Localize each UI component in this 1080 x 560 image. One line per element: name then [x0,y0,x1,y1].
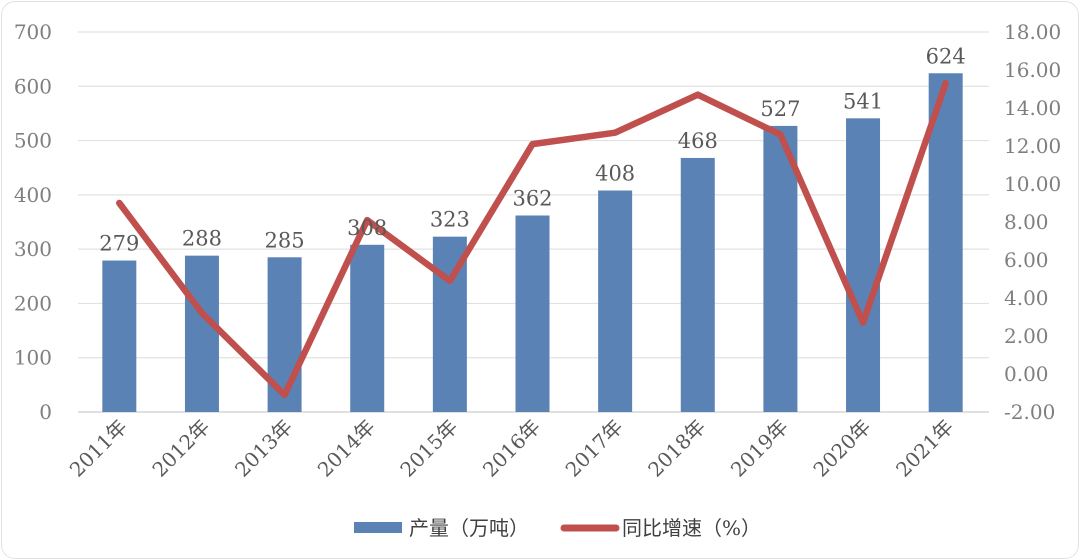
legend: 产量（万吨） 同比增速（%） [354,516,761,540]
right-axis-tick-14.00: 14.00 [1004,96,1061,120]
bar-2012年 [184,255,219,412]
right-axis-tick-8.00: 8.00 [1004,210,1049,234]
right-axis-tick--2.00: -2.00 [1004,400,1055,424]
x-label-2021年: 2021年 [891,415,958,482]
x-label-2018年: 2018年 [643,415,710,482]
bar-2019年 [763,125,798,413]
x-label-2015年: 2015年 [395,415,462,482]
x-label-2017年: 2017年 [561,415,628,482]
x-label-2012年: 2012年 [147,415,214,482]
x-label-2013年: 2013年 [230,415,297,482]
bar-value-label-2016年: 362 [512,186,552,210]
bar-2018年 [680,157,715,412]
x-label-2016年: 2016年 [478,415,545,482]
right-axis-tick-labels: -2.00 0.00 2.00 4.00 6.00 8.00 10.00 12.00 14.00… [1004,20,1061,424]
x-label-2011年: 2011年 [65,415,132,482]
bar-2017年 [598,190,633,412]
left-axis-tick-200: 200 [14,291,52,315]
x-label-2020年: 2020年 [808,415,875,482]
left-axis-tick-labels: 0 100 200 300 400 500 600 700 [14,20,52,424]
right-axis-tick-16.00: 16.00 [1004,58,1061,82]
bar-value-label-2011年: 279 [99,232,139,256]
x-axis-category-labels: 2011年 2012年 2013年 2014年 2015年 2016年 2017年 2018年… [65,415,958,482]
bar-value-label-2017年: 408 [595,162,635,186]
right-axis-tick-10.00: 10.00 [1004,172,1061,196]
bar-2016年 [515,215,550,412]
left-axis-tick-300: 300 [14,237,52,261]
left-axis-tick-700: 700 [14,20,52,44]
bar-value-label-2014年: 308 [347,216,387,240]
right-axis-tick-18.00: 18.00 [1004,20,1061,44]
legend-item-0: 产量（万吨） [354,516,529,540]
right-axis-tick-6.00: 6.00 [1004,248,1049,272]
left-axis-tick-100: 100 [14,346,52,370]
bar-2020年 [846,118,881,413]
left-axis-tick-500: 500 [14,129,52,153]
right-axis-tick-12.00: 12.00 [1004,134,1061,158]
right-axis-tick-2.00: 2.00 [1004,324,1049,348]
left-axis-tick-0: 0 [39,400,52,424]
bar-value-labels: 279 288 285 308 323 362 408 468 527 541 624 [99,44,965,255]
left-axis-tick-400: 400 [14,183,52,207]
growth-line [116,80,949,399]
legend-swatch-bar [354,522,402,533]
bar-2011年 [102,260,137,412]
legend-label-0: 产量（万吨） [409,516,529,540]
line-series-growth [116,80,949,399]
legend-label-1: 同比增速（%） [622,516,761,540]
bar-value-label-2020年: 541 [843,89,883,113]
bar-value-label-2021年: 624 [926,44,966,68]
legend-item-1: 同比增速（%） [560,516,761,540]
right-axis-tick-0.00: 0.00 [1004,362,1049,386]
bar-2014年 [350,244,385,412]
bar-value-label-2012年: 288 [182,227,222,251]
bar-value-label-2019年: 527 [760,97,800,121]
bar-series-production [102,73,963,413]
gridlines [78,31,989,413]
x-label-2014年: 2014年 [313,415,380,482]
left-axis-tick-600: 600 [14,74,52,98]
right-axis-tick-4.00: 4.00 [1004,286,1049,310]
x-label-2019年: 2019年 [726,415,793,482]
bar-value-label-2013年: 285 [265,228,305,252]
bar-value-label-2015年: 323 [430,208,470,232]
bar-value-label-2018年: 468 [678,129,718,153]
bar-2021年 [928,73,963,412]
